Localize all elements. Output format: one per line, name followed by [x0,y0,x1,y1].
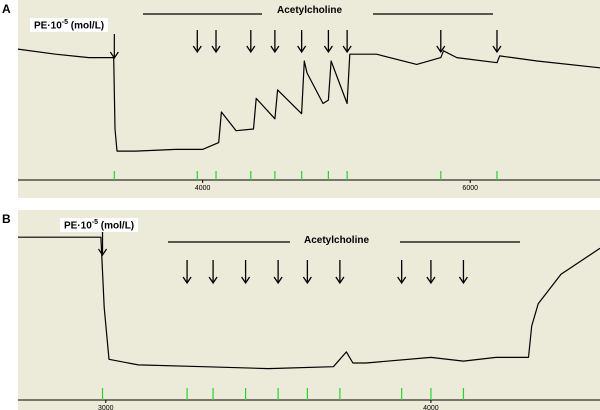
panel-letter-b: B [2,212,11,226]
panel-b-acetylcholine-arrow-head-1 [182,276,192,285]
panel-b-pe-arrow-head [98,248,108,257]
panel-a-acetylcholine-arrow-head-3 [246,45,256,54]
panel-b-acetylcholine-arrow-head-6 [335,276,345,285]
panel-b-x-tick-label-1: 3000 [98,405,114,410]
panel-b-tension-trace [18,236,600,370]
panel-a-acetylcholine-label: Acetylcholine [275,5,345,16]
panel-b-acetylcholine-arrow-head-2 [208,276,218,285]
panel-b-pe-label: PE·10-5 (mol/L) [60,218,139,233]
panel-b-acetylcholine-arrow-head-4 [273,276,283,285]
panel-a-tension-trace [17,48,600,152]
panel-b-acetylcholine-arrow-head-3 [241,276,251,285]
panel-b-acetylcholine-arrow-head-5 [302,276,312,285]
panel-b-acetylcholine-arrow-head-8 [426,276,436,285]
panel-a-acetylcholine-arrow-head-8 [436,45,446,54]
panel-letter-a: A [2,2,11,16]
panel-a-acetylcholine-arrow-head-9 [492,45,502,54]
panel-a-acetylcholine-arrow-head-4 [270,45,280,54]
panel-a-acetylcholine-arrow-head-5 [297,45,307,54]
panel-a-pe-label: PE·10-5 (mol/L) [30,18,109,33]
panel-a-acetylcholine-arrow-head-2 [211,45,221,54]
panel-a-acetylcholine-arrow-head-6 [323,45,333,54]
panel-b-x-tick-label-2: 4000 [423,405,439,410]
panel-a-x-tick-label-2: 6000 [462,185,478,192]
panel-a-acetylcholine-arrow-head-7 [342,45,352,54]
panel-b-acetylcholine-arrow-head-9 [458,276,468,285]
panel-a-acetylcholine-arrow-head-1 [192,45,202,54]
panel-a-pe-arrow-head [109,51,119,60]
panel-b-acetylcholine-label: Acetylcholine [302,235,372,246]
panel-b-acetylcholine-arrow-head-7 [397,276,407,285]
panel-a-x-tick-label-1: 4000 [195,185,211,192]
